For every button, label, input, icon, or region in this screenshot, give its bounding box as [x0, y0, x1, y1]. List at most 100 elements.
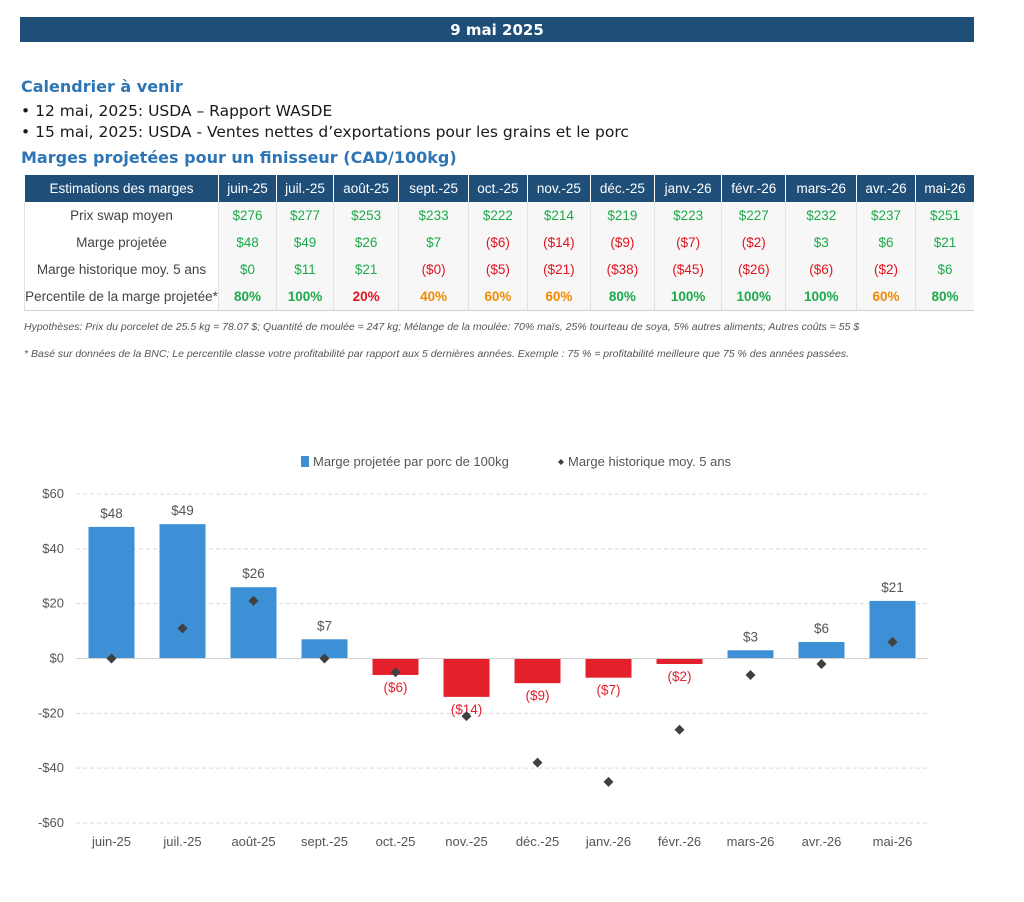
table-cell: $48 [218, 229, 277, 256]
table-cell: $227 [721, 202, 786, 229]
month-header: avr.-26 [856, 175, 916, 202]
table-cell: $277 [276, 202, 334, 229]
table-cell: 100% [721, 283, 786, 311]
margin-chart: $60 $40 $20 $0 -$20 -$40 -$60 Marge projetée pa… [38, 454, 928, 849]
margin-estimates-table: Estimations des marges juin-25 juil.-25 … [24, 175, 974, 311]
table-cell: $0 [218, 256, 277, 283]
table-row: Percentile de la marge projetée* 80% 100% 2… [24, 283, 974, 311]
bar [869, 600, 916, 659]
table-cell: ($6) [467, 229, 528, 256]
table-cell: $6 [856, 229, 916, 256]
x-tick-label: nov.-25 [445, 834, 487, 849]
x-tick-label: mars-26 [727, 834, 775, 849]
table-cell: ($2) [721, 229, 786, 256]
y-tick-label: -$20 [38, 705, 64, 720]
x-tick-label: août-25 [231, 834, 275, 849]
table-cell: 60% [467, 283, 528, 311]
table-cell: ($14) [526, 229, 591, 256]
table-cell: $6 [915, 256, 974, 283]
table-cell: 80% [218, 283, 277, 311]
historical-marker [319, 653, 330, 664]
table-cell: 100% [276, 283, 334, 311]
calendar-item: 15 mai, 2025: USDA - Ventes nettes d’exp… [21, 122, 629, 143]
banner-date: 9 mai 2025 [450, 20, 544, 39]
table-cell: $222 [467, 202, 528, 229]
table-cell: 20% [332, 283, 399, 311]
historical-marker [603, 776, 614, 787]
table-cell: 40% [398, 283, 469, 311]
y-tick-label: $60 [42, 486, 64, 501]
table-cell: ($7) [654, 229, 722, 256]
bar-data-label: $48 [100, 506, 123, 521]
bar [656, 658, 703, 664]
historical-marker [816, 658, 827, 669]
month-header: mars-26 [785, 175, 857, 202]
date-banner: 9 mai 2025 [20, 17, 974, 42]
table-cell: $11 [276, 256, 334, 283]
y-tick-label: -$40 [38, 760, 64, 775]
historical-marker [745, 669, 756, 680]
row-label: Marge historique moy. 5 ans [24, 256, 219, 283]
y-tick-label: -$60 [38, 815, 64, 830]
historical-marker [248, 595, 259, 606]
row-label: Prix swap moyen [24, 202, 219, 229]
table-cell: ($0) [398, 256, 469, 283]
calendar-list: 12 mai, 2025: USDA – Rapport WASDE 15 ma… [21, 101, 629, 143]
legend-swatch-marker [558, 459, 564, 465]
bar [372, 658, 419, 675]
legend-label-marker: Marge historique moy. 5 ans [568, 454, 732, 469]
percentile-footnote: * Basé sur données de la BNC; Le percent… [24, 348, 850, 360]
row-label: Marge projetée [24, 229, 219, 256]
table-cell: $3 [785, 229, 857, 256]
bar-data-label: $6 [814, 621, 829, 636]
table-cell: $21 [332, 256, 399, 283]
historical-marker [106, 653, 117, 664]
y-tick-label: $40 [42, 541, 64, 556]
calendar-item: 12 mai, 2025: USDA – Rapport WASDE [21, 101, 629, 122]
table-cell: $276 [218, 202, 277, 229]
table-cell: ($21) [526, 256, 591, 283]
month-header: déc.-25 [589, 175, 655, 202]
x-tick-label: déc.-25 [516, 834, 559, 849]
table-cell: ($5) [467, 256, 528, 283]
legend-label-bar: Marge projetée par porc de 100kg [313, 454, 509, 469]
bar [585, 658, 632, 678]
table-row: Prix swap moyen $276 $277 $253 $233 $222 $214 $… [24, 202, 974, 229]
table-cell: 100% [785, 283, 857, 311]
table-cell: 100% [654, 283, 722, 311]
month-header: oct.-25 [467, 175, 528, 202]
bar [443, 658, 490, 697]
legend-swatch-bar [301, 456, 309, 467]
historical-marker [390, 667, 401, 678]
month-header: févr.-26 [721, 175, 786, 202]
bar-data-label: $3 [743, 629, 758, 644]
historical-marker [461, 711, 472, 722]
table-cell: ($38) [589, 256, 655, 283]
x-tick-label: oct.-25 [376, 834, 416, 849]
month-header: juil.-25 [276, 175, 334, 202]
table-header-label: Estimations des marges [24, 175, 219, 202]
bar [727, 650, 774, 659]
month-header: août-25 [332, 175, 399, 202]
bar-data-label: ($2) [667, 669, 691, 684]
table-cell: 60% [856, 283, 916, 311]
table-cell: 60% [526, 283, 591, 311]
bar-data-label: $7 [317, 618, 332, 633]
bar [159, 524, 206, 659]
bar [798, 642, 845, 659]
bar-data-label: $49 [171, 503, 194, 518]
bar-data-label: ($9) [525, 688, 549, 703]
table-row: Marge historique moy. 5 ans $0 $11 $21 ($0)(… [24, 256, 974, 283]
month-header: mai-26 [915, 175, 974, 202]
table-header-row: Estimations des marges juin-25 juil.-25 … [24, 175, 974, 202]
x-tick-label: juil.-25 [162, 834, 201, 849]
table-row: Marge projetée $48 $49 $26 $7 ($6) ($14) ($9) ($… [24, 229, 974, 256]
table-cell: $233 [398, 202, 469, 229]
table-cell: 80% [915, 283, 974, 311]
x-tick-label: févr.-26 [658, 834, 701, 849]
bar-data-label: ($6) [383, 680, 407, 695]
table-cell: ($2) [856, 256, 916, 283]
historical-marker [177, 623, 188, 634]
historical-marker [887, 637, 898, 648]
table-cell: $21 [915, 229, 974, 256]
